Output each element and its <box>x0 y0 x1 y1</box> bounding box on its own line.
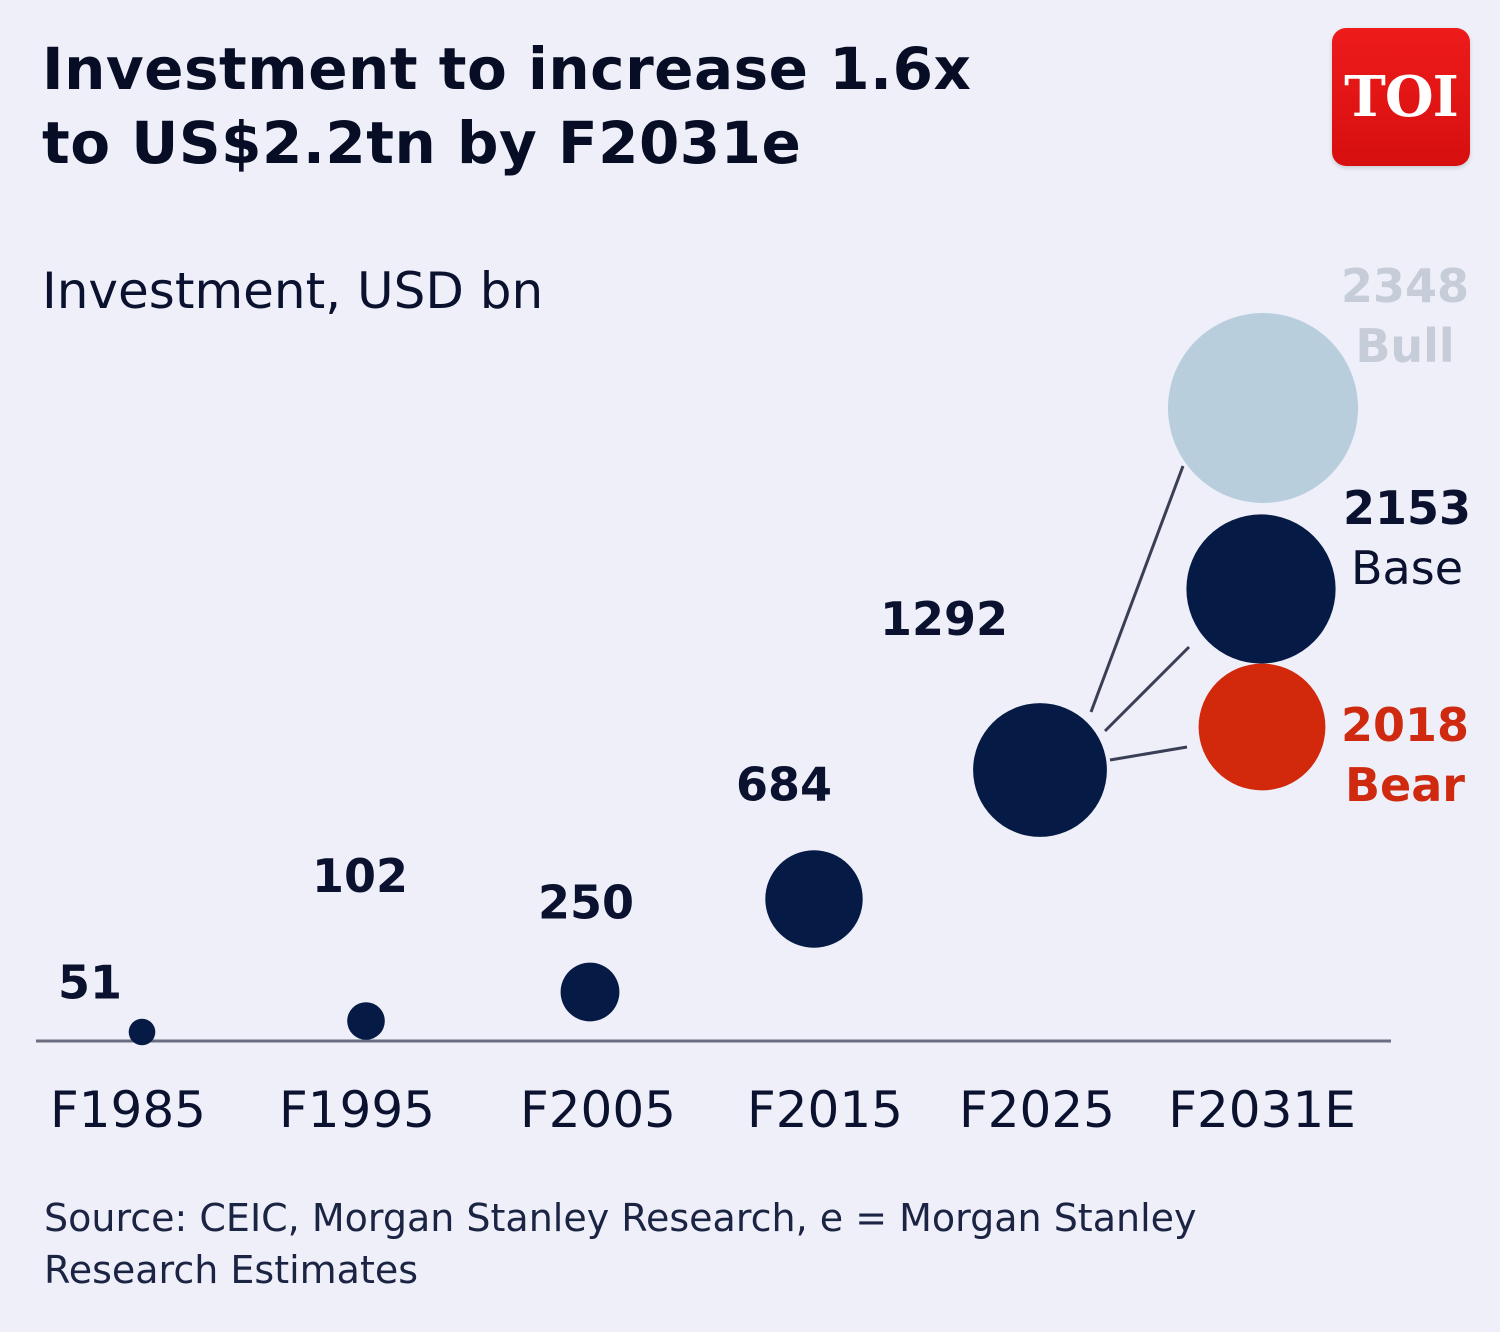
value-label-bull: 2348 <box>1341 259 1469 313</box>
chart-title: Investment to increase 1.6x to US$2.2tn … <box>42 32 1142 180</box>
bubble-f1995 <box>347 1002 385 1040</box>
source-note-line-1: Source: CEIC, Morgan Stanley Research, e… <box>44 1196 1197 1240</box>
bubble-f2031e-bull <box>1168 313 1358 503</box>
bubble-f2015 <box>765 850 863 948</box>
value-label-base: 2153 <box>1343 481 1471 535</box>
toi-logo: TOI <box>1332 28 1470 166</box>
value-label-f1985: 51 <box>58 956 122 1010</box>
value-label-f1995: 102 <box>312 849 408 903</box>
x-tick-f1995: F1995 <box>279 1081 435 1139</box>
scenario-name-base: Base <box>1351 541 1463 595</box>
bubble-f2031e-base <box>1186 514 1336 664</box>
value-label-bear: 2018 <box>1341 698 1469 752</box>
x-tick-f2005: F2005 <box>520 1081 676 1139</box>
scenario-connectors <box>1089 465 1191 762</box>
value-labels: 51 102 250 684 1292 2348 Bull 2153 Base 2018 Bear <box>58 259 1471 1010</box>
x-tick-f2025: F2025 <box>959 1081 1115 1139</box>
y-axis-label: Investment, USD bn <box>42 262 544 320</box>
x-tick-f2031e: F2031E <box>1168 1081 1356 1139</box>
bubble-f2031e-bear <box>1198 663 1326 791</box>
value-label-f2005: 250 <box>538 876 634 930</box>
bubble-f2025 <box>973 703 1107 837</box>
value-label-f2025: 1292 <box>880 592 1008 646</box>
scenario-name-bear: Bear <box>1345 758 1465 812</box>
connector-bear <box>1109 745 1188 762</box>
chart-title-line-1: Investment to increase 1.6x <box>42 35 972 103</box>
connector-bull <box>1089 465 1185 713</box>
scenario-name-bull: Bull <box>1355 319 1454 373</box>
value-label-f2015: 684 <box>736 757 832 811</box>
bubble-f2005 <box>560 962 620 1022</box>
bubbles <box>128 313 1358 1046</box>
bubble-f1985 <box>128 1018 156 1046</box>
x-tick-labels: F1985 F1995 F2005 F2015 F2025 F2031E <box>50 1081 1356 1139</box>
chart-title-line-2: to US$2.2tn by F2031e <box>42 109 802 177</box>
connector-base <box>1103 645 1191 733</box>
toi-logo-text: TOI <box>1344 64 1459 130</box>
x-tick-f2015: F2015 <box>747 1081 903 1139</box>
x-tick-f1985: F1985 <box>50 1081 206 1139</box>
source-note-line-2: Research Estimates <box>44 1248 419 1292</box>
source-note: Source: CEIC, Morgan Stanley Research, e… <box>44 1192 1444 1296</box>
